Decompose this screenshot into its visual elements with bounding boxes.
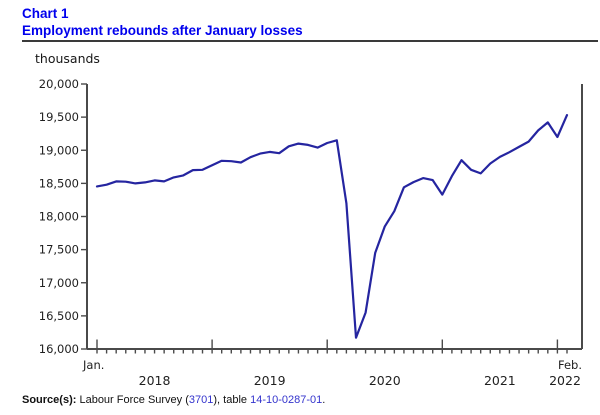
y-axis-unit-label: thousands [35,51,100,66]
x-year-label: 2021 [484,373,516,388]
x-last-month-label: Feb. [558,358,582,372]
x-year-label: 2022 [549,373,581,388]
source-link-table-number[interactable]: 14-10-0287-01 [250,394,323,406]
y-tick-label: 20,000 [39,77,79,91]
y-tick-label: 18,500 [39,176,79,190]
chart-title-block: Chart 1 Employment rebounds after Januar… [22,5,582,39]
x-year-label: 2019 [254,373,286,388]
y-tick-label: 19,000 [39,143,79,157]
source-note: Source(s): Labour Force Survey (3701), t… [22,394,325,406]
title-divider [22,40,598,42]
source-text-2: ), table [213,394,251,406]
source-text: Labour Force Survey ( [76,394,189,406]
y-tick-label: 17,000 [39,276,79,290]
source-prefix: Source(s): [22,394,77,406]
y-tick-label: 16,500 [39,309,79,323]
source-link-survey-number[interactable]: 3701 [188,394,214,406]
y-tick-label: 18,000 [39,210,79,224]
x-year-label: 2018 [139,373,171,388]
chart-number: Chart 1 [22,6,69,21]
y-tick-label: 16,000 [39,342,79,356]
chart-title: Employment rebounds after January losses [22,23,303,38]
x-first-month-label: Jan. [82,358,104,372]
x-year-label: 2020 [369,373,401,388]
y-tick-label: 19,500 [39,110,79,124]
employment-line [95,113,569,339]
y-tick-label: 17,500 [39,243,79,257]
source-text-3: . [322,394,326,406]
